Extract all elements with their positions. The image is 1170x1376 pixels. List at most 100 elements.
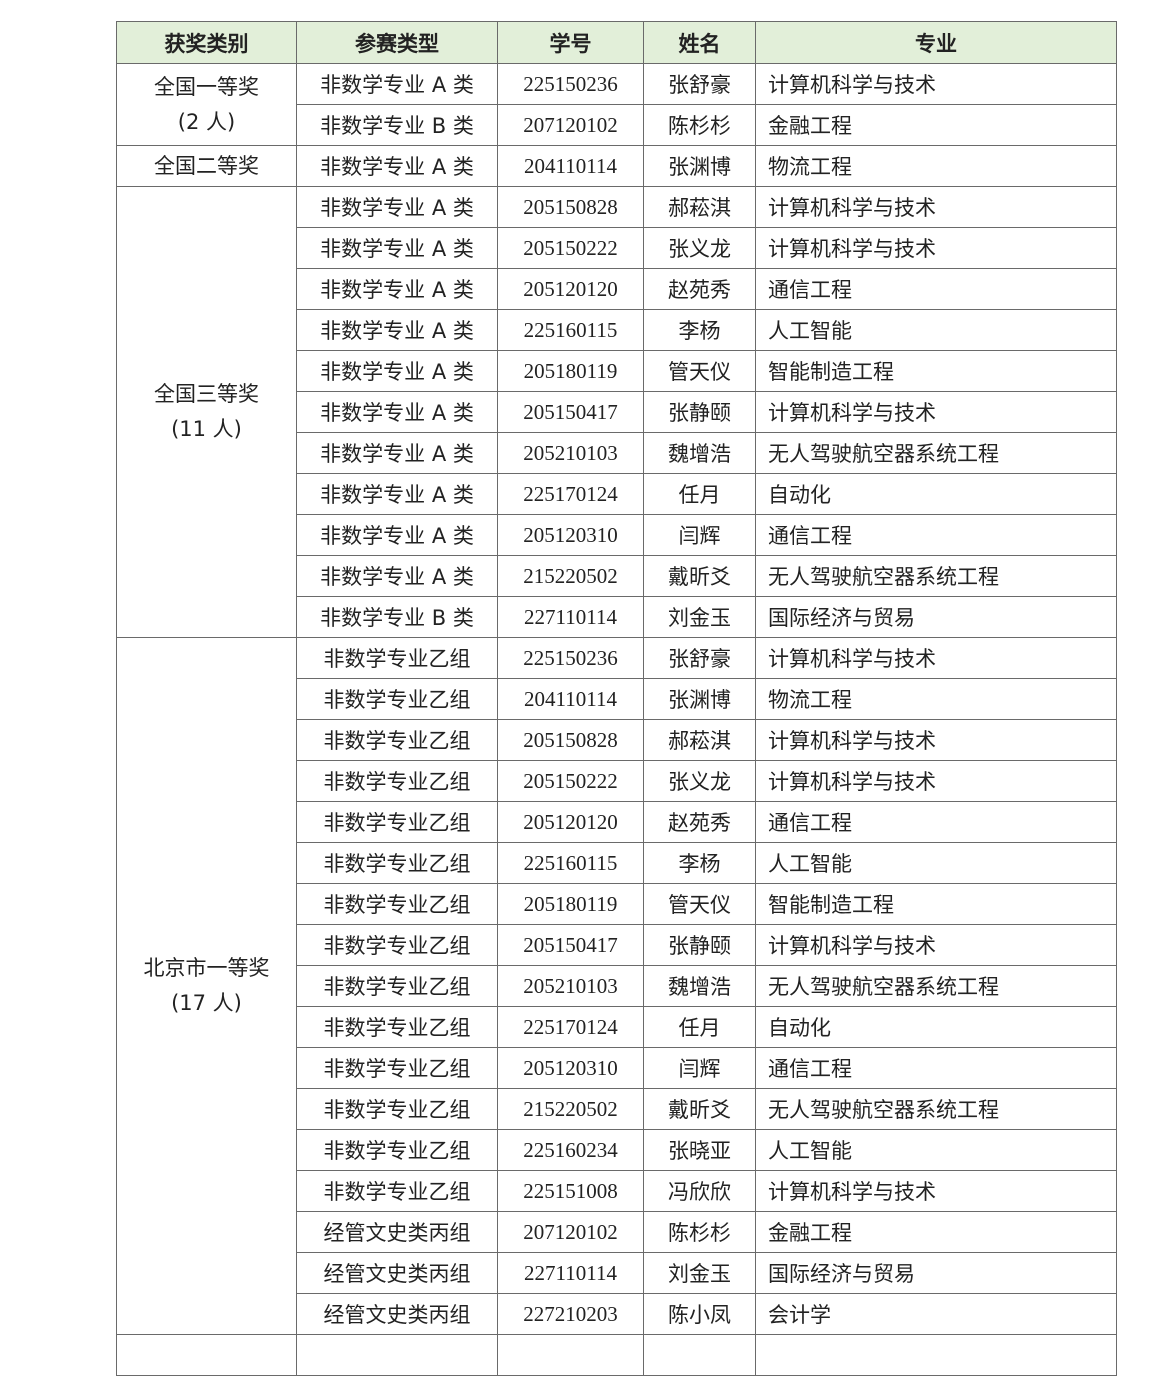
major-cell: 计算机科学与技术 [755, 63, 1117, 105]
student-id-cell: 225170124 [497, 473, 644, 515]
student-id-cell: 227110114 [497, 1252, 644, 1294]
award-count: (17 人) [171, 991, 242, 1015]
name-cell: 刘金玉 [643, 1252, 756, 1294]
table-row: 非数学专业乙组 205210103 魏增浩 无人驾驶航空器系统工程 [117, 965, 1117, 1007]
name-cell: 刘金玉 [643, 596, 756, 638]
table-row: 非数学专业 A 类 225160115 李杨 人工智能 [117, 309, 1117, 351]
contest-type-cell: 非数学专业乙组 [296, 678, 498, 720]
table-row: 非数学专业乙组 215220502 戴昕爻 无人驾驶航空器系统工程 [117, 1088, 1117, 1130]
name-cell: 张渊博 [643, 678, 756, 720]
major-cell: 无人驾驶航空器系统工程 [755, 1088, 1117, 1130]
contest-type-cell: 非数学专业 A 类 [296, 227, 498, 269]
student-id-cell: 205180119 [497, 883, 644, 925]
student-id-cell: 205210103 [497, 965, 644, 1007]
table-row: 经管文史类丙组 227210203 陈小凤 会计学 [117, 1293, 1117, 1335]
major-cell: 通信工程 [755, 514, 1117, 556]
contest-type-cell: 非数学专业乙组 [296, 842, 498, 884]
table-row: 非数学专业乙组 204110114 张渊博 物流工程 [117, 678, 1117, 720]
contest-type-cell: 非数学专业 A 类 [296, 309, 498, 351]
contest-type-cell: 非数学专业乙组 [296, 719, 498, 761]
empty-cell [296, 1334, 498, 1376]
contest-type-cell: 非数学专业 A 类 [296, 473, 498, 515]
contest-type-cell: 非数学专业 A 类 [296, 555, 498, 597]
student-id-cell: 205120310 [497, 514, 644, 556]
contest-type-cell: 非数学专业乙组 [296, 1088, 498, 1130]
contest-type-cell: 非数学专业 A 类 [296, 514, 498, 556]
contest-type-cell: 经管文史类丙组 [296, 1293, 498, 1335]
major-cell: 计算机科学与技术 [755, 924, 1117, 966]
contest-type-cell: 非数学专业 A 类 [296, 391, 498, 433]
name-cell: 张晓亚 [643, 1129, 756, 1171]
contest-type-cell: 非数学专业乙组 [296, 924, 498, 966]
contest-type-cell: 非数学专业乙组 [296, 801, 498, 843]
major-cell: 计算机科学与技术 [755, 391, 1117, 433]
student-id-cell: 205120120 [497, 268, 644, 310]
major-cell: 计算机科学与技术 [755, 186, 1117, 228]
award-category-cell: 全国一等奖 (2 人) [116, 63, 297, 146]
contest-type-cell: 非数学专业乙组 [296, 1006, 498, 1048]
name-cell: 陈杉杉 [643, 1211, 756, 1253]
name-cell: 任月 [643, 473, 756, 515]
table-row: 北京市一等奖 (17 人) 非数学专业乙组 225150236 张舒豪 计算机科学与技术 [116, 637, 1117, 1335]
header-major: 专业 [755, 21, 1117, 64]
awards-table: 获奖类别 参赛类型 学号 姓名 专业 全国一等奖 (2 人) 非数学专业 A 类 22… [116, 21, 1117, 1376]
contest-type-cell: 经管文史类丙组 [296, 1252, 498, 1294]
contest-type-cell: 非数学专业乙组 [296, 1047, 498, 1089]
major-cell: 智能制造工程 [755, 350, 1117, 392]
empty-cell [755, 1334, 1117, 1376]
name-cell: 魏增浩 [643, 432, 756, 474]
name-cell: 张舒豪 [643, 637, 756, 679]
student-id-cell: 205150222 [497, 760, 644, 802]
major-cell: 人工智能 [755, 842, 1117, 884]
major-cell: 物流工程 [755, 678, 1117, 720]
contest-type-cell: 非数学专业乙组 [296, 760, 498, 802]
table-row: 非数学专业乙组 205120120 赵苑秀 通信工程 [117, 801, 1117, 843]
contest-type-cell: 非数学专业 A 类 [296, 63, 498, 105]
major-cell: 金融工程 [755, 104, 1117, 146]
student-id-cell: 205120120 [497, 801, 644, 843]
empty-cell [497, 1334, 644, 1376]
empty-cell [116, 1334, 297, 1376]
student-id-cell: 215220502 [497, 1088, 644, 1130]
contest-type-cell: 非数学专业 B 类 [296, 596, 498, 638]
table-row: 非数学专业乙组 225170124 任月 自动化 [117, 1006, 1117, 1048]
student-id-cell: 205150828 [497, 719, 644, 761]
name-cell: 戴昕爻 [643, 555, 756, 597]
table-row: 经管文史类丙组 227110114 刘金玉 国际经济与贸易 [117, 1252, 1117, 1294]
major-cell: 计算机科学与技术 [755, 637, 1117, 679]
table-row: 经管文史类丙组 207120102 陈杉杉 金融工程 [117, 1211, 1117, 1253]
table-row: 非数学专业 A 类 205210103 魏增浩 无人驾驶航空器系统工程 [117, 432, 1117, 474]
name-cell: 张舒豪 [643, 63, 756, 105]
student-id-cell: 225150236 [497, 63, 644, 105]
name-cell: 张渊博 [643, 145, 756, 187]
major-cell: 计算机科学与技术 [755, 760, 1117, 802]
contest-type-cell: 非数学专业乙组 [296, 637, 498, 679]
student-id-cell: 204110114 [497, 145, 644, 187]
table-row: 全国一等奖 (2 人) 非数学专业 A 类 225150236 张舒豪 计算机科学与技术 [116, 63, 1117, 146]
major-cell: 计算机科学与技术 [755, 227, 1117, 269]
name-cell: 张义龙 [643, 227, 756, 269]
student-id-cell: 207120102 [497, 1211, 644, 1253]
student-id-cell: 205120310 [497, 1047, 644, 1089]
name-cell: 张静颐 [643, 924, 756, 966]
contest-type-cell: 非数学专业 A 类 [296, 432, 498, 474]
student-id-cell: 205150417 [497, 391, 644, 433]
student-id-cell: 225170124 [497, 1006, 644, 1048]
major-cell: 金融工程 [755, 1211, 1117, 1253]
name-cell: 闫辉 [643, 514, 756, 556]
name-cell: 任月 [643, 1006, 756, 1048]
major-cell: 通信工程 [755, 1047, 1117, 1089]
name-cell: 管天仪 [643, 883, 756, 925]
student-id-cell: 215220502 [497, 555, 644, 597]
award-category-cell: 全国二等奖 [116, 145, 297, 187]
name-cell: 赵苑秀 [643, 268, 756, 310]
name-cell: 冯欣欣 [643, 1170, 756, 1212]
contest-type-cell: 非数学专业 A 类 [296, 145, 498, 187]
student-id-cell: 207120102 [497, 104, 644, 146]
contest-type-cell: 非数学专业乙组 [296, 965, 498, 1007]
name-cell: 管天仪 [643, 350, 756, 392]
major-cell: 无人驾驶航空器系统工程 [755, 965, 1117, 1007]
table-row: 非数学专业乙组 225160234 张晓亚 人工智能 [117, 1129, 1117, 1171]
student-id-cell: 225151008 [497, 1170, 644, 1212]
major-cell: 智能制造工程 [755, 883, 1117, 925]
